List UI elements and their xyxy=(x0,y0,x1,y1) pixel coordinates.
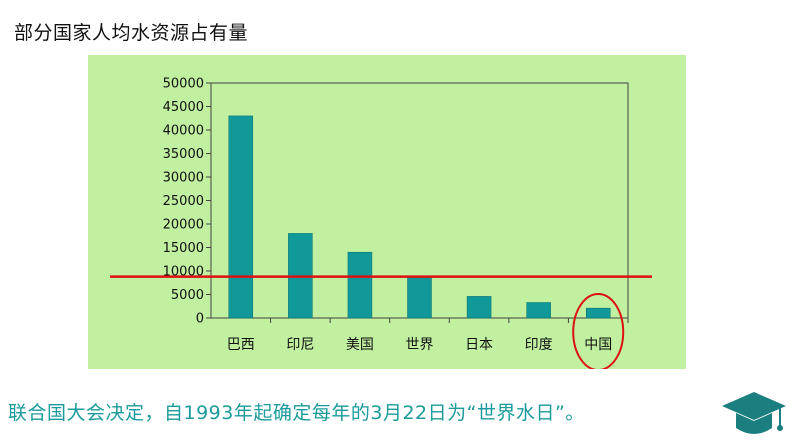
category-label: 日本 xyxy=(465,337,493,353)
bar xyxy=(466,296,492,319)
bar xyxy=(228,115,254,319)
category-label: 中国 xyxy=(584,337,612,353)
y-axis-ticks: 0500010000150002000025000300003500040000… xyxy=(163,77,211,327)
y-tick-label: 30000 xyxy=(163,171,204,186)
y-tick-label: 15000 xyxy=(163,241,204,256)
x-axis-categories: 巴西 印尼 美国 世界 日本 印度 中国 xyxy=(227,318,629,353)
y-tick-label: 35000 xyxy=(163,147,204,162)
bar xyxy=(526,302,551,319)
y-tick-label: 20000 xyxy=(163,218,204,233)
bar xyxy=(585,307,611,319)
chart-overlay xyxy=(110,275,652,369)
graduation-cap-icon xyxy=(720,386,788,442)
category-label: 世界 xyxy=(406,337,434,353)
slide-title: 部分国家人均水资源占有量 xyxy=(14,22,249,44)
bar-chart: 0 5000 10000 15000 20000 25000 30000 35000 40000… xyxy=(88,55,686,369)
category-label: 印尼 xyxy=(286,337,314,353)
y-tick-label: 25000 xyxy=(163,194,204,209)
y-tick-label: 0 xyxy=(196,312,204,327)
bar xyxy=(347,251,373,319)
category-label: 美国 xyxy=(346,337,374,353)
y-tick-label: 40000 xyxy=(163,124,204,139)
category-label: 印度 xyxy=(525,337,553,353)
caption-text: 联合国大会决定，自1993年起确定每年的3月22日为“世界水日”。 xyxy=(8,402,585,424)
y-tick-label: 50000 xyxy=(163,77,204,92)
chart-bars xyxy=(228,115,611,319)
bar xyxy=(407,276,432,319)
y-tick-label: 45000 xyxy=(163,100,204,115)
category-label: 巴西 xyxy=(227,337,255,353)
highlight-circle xyxy=(572,293,625,369)
y-tick-label: 5000 xyxy=(171,288,204,303)
